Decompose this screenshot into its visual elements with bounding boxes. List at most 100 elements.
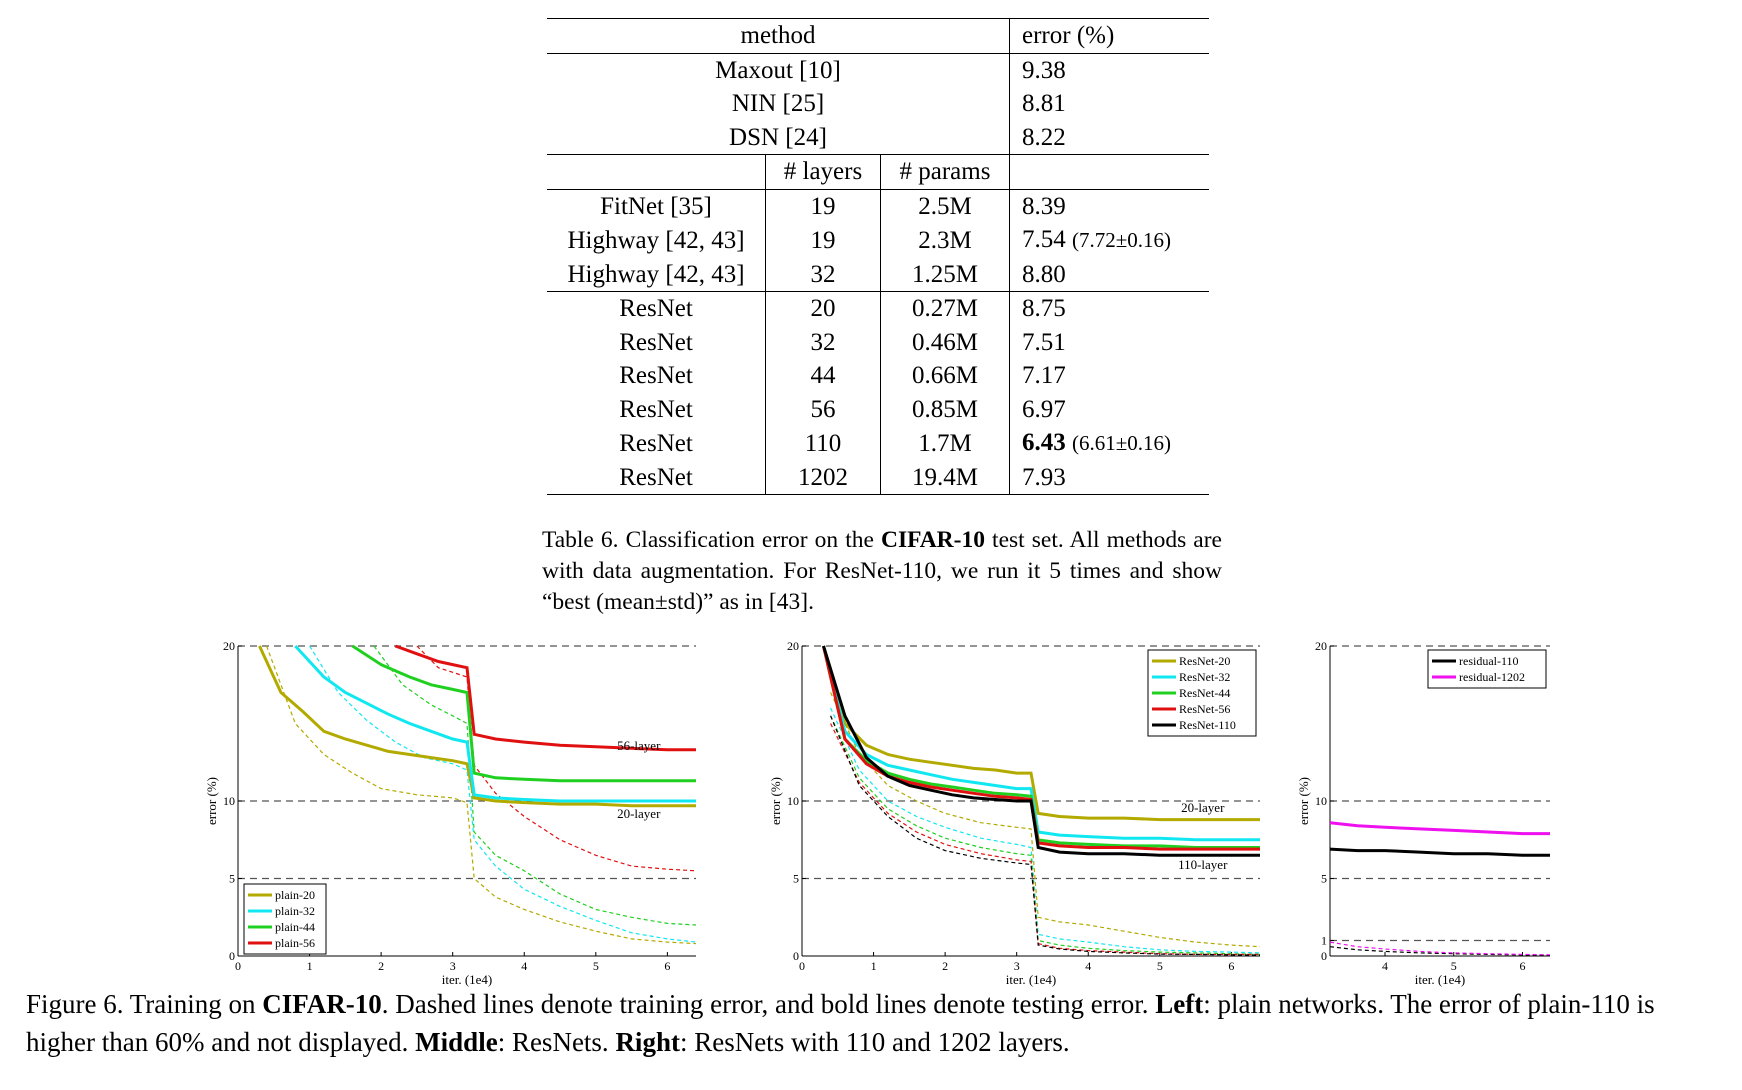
y-tick-label: 5 [1321,872,1327,886]
x-tick-label: 4 [1085,959,1091,973]
cell-params: 2.5M [880,189,1010,223]
y-tick-label: 20 [1315,639,1327,653]
y-tick-label: 1 [1321,934,1327,948]
cell-method: Maxout [10] [715,56,841,84]
series-test-line [822,645,1260,849]
error-mean-std: (7.72±0.16) [1072,228,1172,252]
series-train-line [309,645,697,943]
y-tick-label: 0 [1321,949,1327,963]
plot-plain-networks: 0 5 10 20 0 1 2 3 4 5 6 iter. (1e4) error (%) 56-laye… [204,639,697,987]
cell-error: 8.80 [1009,257,1209,292]
header-params: # params [880,154,1010,190]
legend-label: plain-32 [275,904,315,918]
error-mean-std: (6.61±0.16) [1072,431,1172,455]
cell-layers: 19 [765,223,881,258]
cell-error: 8.81 [1009,87,1209,121]
series-train-line [266,645,697,945]
cell-error: 7.17 [1009,359,1209,393]
table-row: ResNet 20 0.27M 8.75 [547,291,1209,326]
cell-layers: 110 [765,426,881,461]
cell-method: ResNet [547,291,766,326]
legend-label: residual-110 [1459,654,1519,668]
cell-params: 1.7M [880,426,1010,461]
x-tick-label: 3 [450,959,456,973]
cell-error: 8.39 [1009,189,1209,223]
x-tick-label: 2 [942,959,948,973]
series-test-line [822,645,1260,857]
legend-box [1427,649,1547,689]
y-tick-label: 20 [787,639,799,653]
cell-method: NIN [25] [731,90,825,117]
cell-method: Highway [42, 43] [567,226,745,254]
series-train-line [373,645,697,926]
x-tick-label: 4 [521,959,527,973]
y-tick-label: 0 [793,949,799,963]
series-test-line [294,644,696,803]
cell-params: 0.27M [880,291,1010,326]
plot-resnet-110-1202: 01 5 10 20 4 5 6 iter. (1e4) error (%) residual-1… [1296,639,1551,987]
series-train-line [830,715,1261,956]
table-row: ResNet 32 0.46M 7.51 [547,325,1209,359]
cell-params: 0.66M [880,359,1010,393]
y-tick-label: 10 [223,794,235,808]
legend-label: plain-44 [275,920,315,934]
cell-params: 0.46M [880,325,1010,359]
table-caption: Table 6. Classification error on the CIF… [542,527,1222,615]
series-test-line [258,645,696,808]
cell-error: 6.97 [1009,392,1209,426]
cell-layers: 44 [765,359,881,393]
x-tick-label: 1 [871,959,877,973]
cell-layers: 19 [765,189,881,223]
error-value: 8.75 [1022,295,1066,322]
x-tick-label: 2 [378,959,384,973]
x-tick-label: 6 [664,959,670,973]
error-value: 8.39 [1022,192,1066,220]
cell-layers: 20 [765,291,881,326]
cell-params: 0.85M [880,392,1010,426]
header-method: method [547,18,1010,54]
legend-label: ResNet-44 [1179,686,1230,700]
x-tick-label: 5 [593,959,599,973]
y-tick-label: 10 [787,794,799,808]
plot-resnets: 0 5 10 20 0 1 2 3 4 5 6 iter. (1e4) error (%) 20-laye… [768,639,1261,987]
table-row: Maxout [10] 9.38 [547,53,1209,87]
y-tick-label: 5 [793,872,799,886]
legend-label: residual-1202 [1459,670,1525,684]
error-value: 6.97 [1022,395,1066,423]
series-train-line [1329,946,1551,956]
annotation-label: 56-layer [617,738,661,753]
cell-error: 7.54 (7.72±0.16) [1009,223,1209,258]
table-row: ResNet 56 0.85M 6.97 [547,392,1209,426]
x-axis-label: iter. (1e4) [442,972,493,987]
cell-method: ResNet [547,460,766,495]
cell-method: ResNet [619,429,693,457]
error-value: 7.93 [1022,463,1066,491]
cell-method: ResNet [619,328,693,356]
table-row: Highway [42, 43] 32 1.25M 8.80 [547,257,1209,292]
series-train-line [416,645,697,872]
cell-params: 2.3M [880,223,1010,258]
series-test-line [1329,821,1550,836]
x-axis-label: iter. (1e4) [1006,972,1057,987]
table-subheader-row: # layers # params [547,154,1209,190]
table-row: ResNet 44 0.66M 7.17 [547,359,1209,393]
y-tick-label: 0 [229,949,235,963]
legend-label: ResNet-110 [1179,718,1236,732]
cell-params: 19.4M [880,460,1010,495]
cell-method: FitNet [35] [600,192,712,220]
error-value: 7.51 [1022,328,1066,356]
y-tick-label: 20 [223,639,235,653]
legend-label: plain-20 [275,888,315,902]
cell-error: 7.51 [1009,325,1209,359]
series-test-line [822,645,1260,822]
cell-layers: 32 [765,325,881,359]
table-row: Highway [42, 43] 19 2.3M 7.54 (7.72±0.16) [547,223,1209,258]
y-axis-label: error (%) [204,777,219,825]
cell-method: DSN [24] [729,123,827,151]
x-tick-label: 3 [1014,959,1020,973]
header-layers: # layers [765,154,881,190]
series-train-line [830,707,1261,954]
error-value: 6.43 [1022,429,1066,456]
cell-method: ResNet [619,395,693,423]
cell-error: 9.38 [1009,53,1209,87]
